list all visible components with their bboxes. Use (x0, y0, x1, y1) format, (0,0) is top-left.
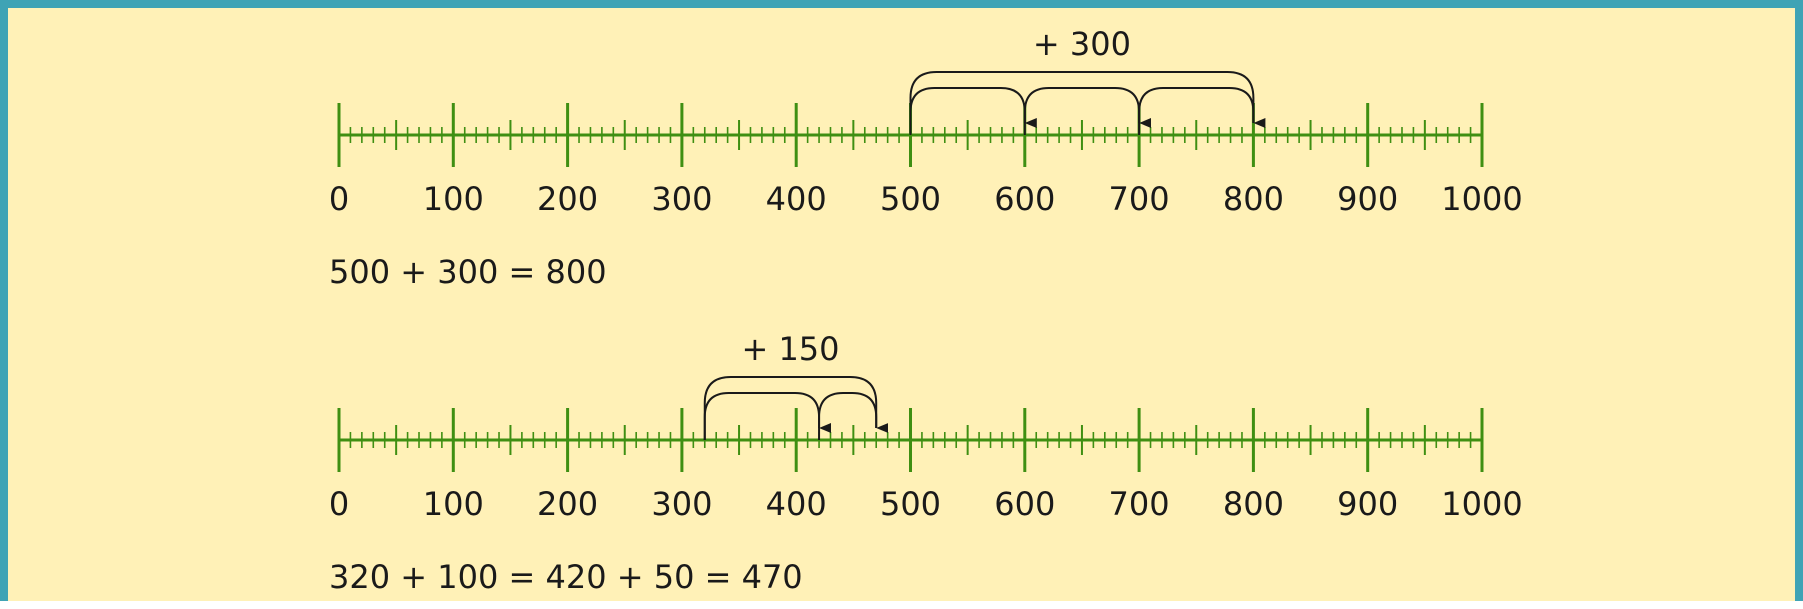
tick-label: 300 (651, 180, 712, 218)
tick-label: 200 (537, 180, 598, 218)
tick-label: 600 (994, 180, 1055, 218)
number-line-1: 0 100 200 300 400 500 600 700 800 900 1000 + 300 5… (329, 25, 1523, 291)
number-line-1-jump-label: + 300 (1033, 25, 1131, 63)
number-line-2: 0 100 200 300 400 500 600 700 800 900 1000 + 150 3… (329, 330, 1523, 596)
tick-label: 700 (1109, 180, 1170, 218)
number-line-2-labels: 0 100 200 300 400 500 600 700 800 900 1000 (329, 485, 1523, 523)
number-line-2-equation: 320 + 100 = 420 + 50 = 470 (329, 558, 803, 596)
step-jump-arrow (1023, 87, 1152, 135)
tick-label: 500 (880, 485, 941, 523)
step-jump-arrow (703, 392, 832, 440)
tick-label: 800 (1223, 180, 1284, 218)
total-jump-arc (703, 376, 878, 440)
total-jump-arc (909, 71, 1255, 135)
number-line-2-jump-label: + 150 (741, 330, 839, 368)
tick-label: 900 (1337, 485, 1398, 523)
tick-label: 1000 (1441, 180, 1522, 218)
number-line-2-jumps (703, 376, 889, 440)
tick-label: 100 (423, 180, 484, 218)
tick-label: 700 (1109, 485, 1170, 523)
number-line-1-equation: 500 + 300 = 800 (329, 253, 607, 291)
tick-label: 600 (994, 485, 1055, 523)
tick-label: 1000 (1441, 485, 1522, 523)
tick-label: 100 (423, 485, 484, 523)
tick-label: 0 (329, 180, 349, 218)
step-jump-arrow (818, 392, 889, 440)
tick-label: 300 (651, 485, 712, 523)
tick-label: 400 (766, 485, 827, 523)
step-jump-arrow (909, 87, 1037, 135)
number-line-1-labels: 0 100 200 300 400 500 600 700 800 900 1000 (329, 180, 1523, 218)
number-line-2-ticks (337, 408, 1484, 472)
number-line-diagram: 0 100 200 300 400 500 600 700 800 900 1000 + 300 5… (329, 25, 1523, 596)
step-jump-arrow (1138, 87, 1266, 135)
tick-label: 800 (1223, 485, 1284, 523)
tick-label: 900 (1337, 180, 1398, 218)
tick-label: 0 (329, 485, 349, 523)
tick-label: 500 (880, 180, 941, 218)
tick-label: 400 (766, 180, 827, 218)
tick-label: 200 (537, 485, 598, 523)
number-line-1-jumps (909, 71, 1266, 135)
